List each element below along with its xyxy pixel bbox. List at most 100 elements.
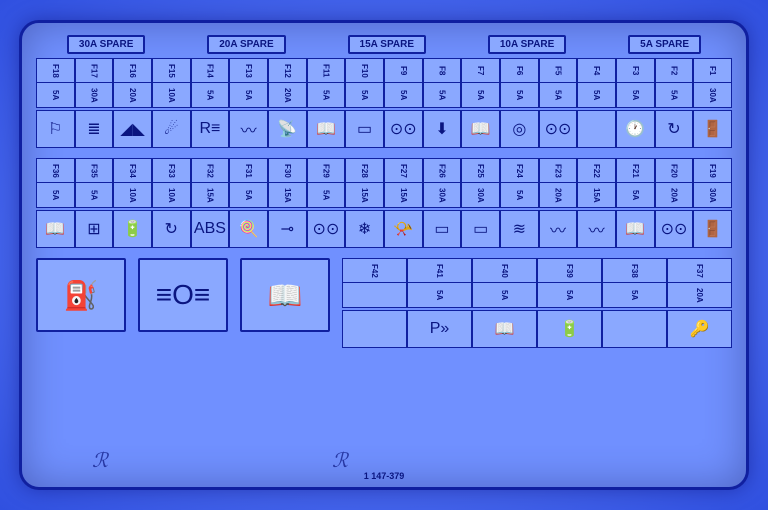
fuse-id: F39 <box>538 259 601 283</box>
fuse-amp: 30A <box>424 183 461 207</box>
fuse-id: F27 <box>385 159 422 183</box>
fuse-amp: 10A <box>114 183 151 207</box>
fuse-icon-f28: ❄ <box>345 210 384 248</box>
fuse-f19: F1930A <box>693 158 732 208</box>
fuse-id: F16 <box>114 59 151 83</box>
fuse-f5: F55A <box>539 58 578 108</box>
fuse-amp: 20A <box>114 83 151 107</box>
fuse-icon-f8: ⬇ <box>423 110 462 148</box>
fuse-id: F40 <box>473 259 536 283</box>
fuse-label-row-3: F3720AF385AF395AF405AF415AF42 <box>342 258 732 308</box>
fuse-amp: 5A <box>617 83 654 107</box>
fuse-id: F7 <box>462 59 499 83</box>
fuse-id: F9 <box>385 59 422 83</box>
fuse-f18: F185A <box>36 58 75 108</box>
fuse-amp: 15A <box>192 183 229 207</box>
fuse-f25: F2530A <box>461 158 500 208</box>
fuse-id: F31 <box>230 159 267 183</box>
fuse-amp: 15A <box>385 183 422 207</box>
bottom-row: ⛽ ≡O≡ 📖 F3720AF385AF395AF405AF415AF42 🔑🔋… <box>36 258 732 348</box>
fuse-id: F30 <box>269 159 306 183</box>
spare-fuse-row: 30A SPARE 20A SPARE 15A SPARE 10A SPARE … <box>36 35 732 54</box>
fuse-block-3: F3720AF385AF395AF405AF415AF42 🔑🔋📖P» <box>342 258 732 348</box>
fuse-diagram-panel: 30A SPARE 20A SPARE 15A SPARE 10A SPARE … <box>19 20 749 490</box>
fuse-icon-row-2: 🚪⊙⊙📖〰〰≋▭▭📯❄⊙⊙⊸🍭ABS↻🔋⊞📖 <box>36 210 732 248</box>
fuse-id: F26 <box>424 159 461 183</box>
fuse-f40: F405A <box>472 258 537 308</box>
fuse-amp: 20A <box>668 283 731 307</box>
fuse-id: F29 <box>308 159 345 183</box>
fuse-icon-f40: 📖 <box>472 310 537 348</box>
fuse-id: F4 <box>578 59 615 83</box>
fuse-f37: F3720A <box>667 258 732 308</box>
fuse-f8: F85A <box>423 58 462 108</box>
fuse-id: F41 <box>408 259 471 283</box>
fuse-amp: 30A <box>76 83 113 107</box>
fuse-id: F32 <box>192 159 229 183</box>
fuse-amp: 5A <box>424 83 461 107</box>
fuse-icon-f13: 〰 <box>229 110 268 148</box>
fuse-id: F8 <box>424 59 461 83</box>
fuse-amp: 5A <box>37 83 74 107</box>
fuse-amp: 30A <box>694 183 731 207</box>
fuse-id: F18 <box>37 59 74 83</box>
fuse-amp: 5A <box>473 283 536 307</box>
fuse-f6: F65A <box>500 58 539 108</box>
fuse-amp: 30A <box>462 183 499 207</box>
fuse-amp: 20A <box>269 83 306 107</box>
fuse-f22: F2215A <box>577 158 616 208</box>
fuse-id: F19 <box>694 159 731 183</box>
handwriting-1: ℛ <box>92 448 108 473</box>
fuse-f39: F395A <box>537 258 602 308</box>
fuse-amp <box>343 283 406 307</box>
fuse-id: F12 <box>269 59 306 83</box>
fuse-icon-f35: ⊞ <box>75 210 114 248</box>
fuse-id: F36 <box>37 159 74 183</box>
fuse-f4: F45A <box>577 58 616 108</box>
fuse-amp: 5A <box>603 283 666 307</box>
fuse-icon-f25: ▭ <box>461 210 500 248</box>
fuse-icon-row-3: 🔑🔋📖P» <box>342 310 732 348</box>
fuse-icon-f1: 🚪 <box>693 110 732 148</box>
fuse-icon-f22: 〰 <box>577 210 616 248</box>
fuse-f3: F35A <box>616 58 655 108</box>
fuse-icon-f42 <box>342 310 407 348</box>
fuse-icon-f37: 🔑 <box>667 310 732 348</box>
fuse-icon-f20: ⊙⊙ <box>655 210 694 248</box>
fuse-amp: 5A <box>308 83 345 107</box>
fuse-id: F38 <box>603 259 666 283</box>
fuse-icon-f16: ◢◣ <box>113 110 152 148</box>
fuse-id: F23 <box>540 159 577 183</box>
fuse-icon-f36: 📖 <box>36 210 75 248</box>
fuse-id: F24 <box>501 159 538 183</box>
fuse-f24: F245A <box>500 158 539 208</box>
fuse-id: F22 <box>578 159 615 183</box>
fuse-amp: 10A <box>153 83 190 107</box>
fuse-icon-f7: 📖 <box>461 110 500 148</box>
fuse-f7: F75A <box>461 58 500 108</box>
fuse-icon-f14: R≡ <box>191 110 230 148</box>
fuse-id: F42 <box>343 259 406 283</box>
fuse-icon-f34: 🔋 <box>113 210 152 248</box>
fuse-f12: F1220A <box>268 58 307 108</box>
fuse-amp: 5A <box>617 183 654 207</box>
fuse-icon-f10: ▭ <box>345 110 384 148</box>
fuse-id: F10 <box>346 59 383 83</box>
fuse-f2: F25A <box>655 58 694 108</box>
fuse-f29: F295A <box>307 158 346 208</box>
fuse-icon-f29: ⊙⊙ <box>307 210 346 248</box>
fuse-f30: F3015A <box>268 158 307 208</box>
fuse-icon-f17: ≣ <box>75 110 114 148</box>
fuse-icon-f15: ☄ <box>152 110 191 148</box>
spare-5a: 5A SPARE <box>628 35 701 54</box>
fuse-f26: F2630A <box>423 158 462 208</box>
fuse-f36: F365A <box>36 158 75 208</box>
fuse-amp: 5A <box>540 83 577 107</box>
fuse-f32: F3215A <box>191 158 230 208</box>
spare-30a: 30A SPARE <box>67 35 145 54</box>
fuse-amp: 15A <box>578 183 615 207</box>
fuse-icon-f39: 🔋 <box>537 310 602 348</box>
fuse-amp: 5A <box>385 83 422 107</box>
spare-10a: 10A SPARE <box>488 35 566 54</box>
fuse-amp: 5A <box>37 183 74 207</box>
